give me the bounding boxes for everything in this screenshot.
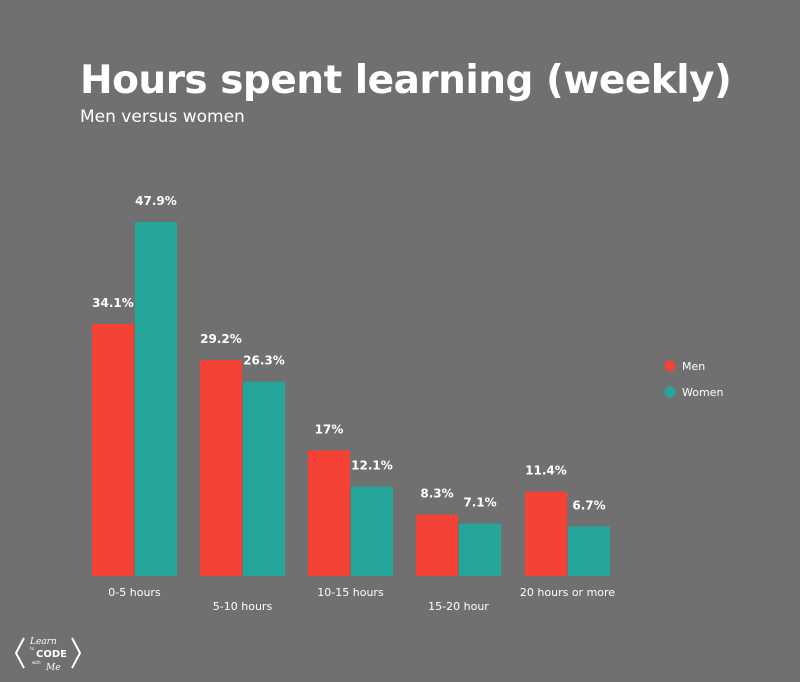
bar-women-3 — [459, 523, 501, 576]
category-label-2: 10-15 hours — [317, 586, 384, 599]
data-label-men-0: 34.1% — [92, 296, 134, 310]
data-label-women-0: 47.9% — [135, 194, 177, 208]
category-label-3: 15-20 hour — [428, 600, 489, 613]
legend-swatch-men — [664, 360, 676, 372]
bar-men-3 — [416, 514, 458, 576]
bar-women-4 — [568, 526, 610, 576]
chart-subtitle: Men versus women — [80, 107, 245, 127]
bar-women-1 — [243, 381, 285, 576]
bar-men-0 — [92, 323, 134, 576]
bar-men-2 — [308, 450, 350, 576]
category-label-1: 5-10 hours — [213, 600, 273, 613]
data-label-women-4: 6.7% — [572, 498, 605, 512]
data-label-women-1: 26.3% — [243, 354, 285, 368]
data-label-men-3: 8.3% — [420, 487, 453, 501]
svg-text:to: to — [30, 646, 35, 651]
data-label-men-1: 29.2% — [200, 332, 242, 346]
legend-swatch-women — [664, 386, 676, 398]
svg-text:with: with — [32, 660, 41, 665]
legend-label-women: Women — [682, 386, 723, 399]
chart-title: Hours spent learning (weekly) — [80, 58, 732, 103]
bar-women-2 — [351, 486, 393, 576]
svg-text:Learn: Learn — [29, 637, 57, 647]
category-label-4: 20 hours or more — [520, 586, 615, 599]
legend-label-men: Men — [682, 360, 705, 373]
data-label-women-2: 12.1% — [351, 459, 393, 473]
bar-men-4 — [525, 491, 567, 576]
learn-to-code-with-me-logo: Learn to CODE with Me — [14, 637, 82, 673]
data-label-women-3: 7.1% — [463, 496, 496, 510]
svg-text:Me: Me — [45, 663, 61, 673]
svg-text:CODE: CODE — [36, 649, 67, 660]
bar-men-1 — [200, 360, 242, 576]
bar-women-0 — [135, 222, 177, 576]
data-label-men-4: 11.4% — [525, 464, 567, 478]
category-label-0: 0-5 hours — [108, 586, 161, 599]
data-label-men-2: 17% — [315, 422, 344, 436]
